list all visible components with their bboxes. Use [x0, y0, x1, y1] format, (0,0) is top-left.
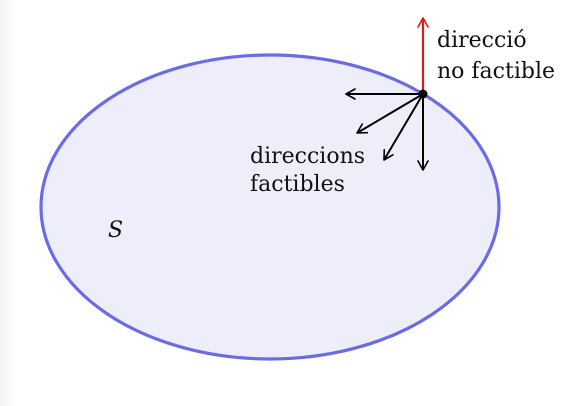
feasible-direction-arrow-down-left: [383, 93, 424, 161]
feasible-label-line1: direccions: [250, 144, 365, 169]
infeasible-label-line2: no factible: [437, 59, 555, 84]
feasible-direction-arrow-lower-left: [356, 93, 424, 134]
feasible-set-ellipse: [39, 53, 501, 361]
boundary-point: [418, 89, 428, 99]
infeasible-label-line1: direcció: [437, 28, 527, 53]
set-label: S: [108, 218, 123, 243]
feasible-label-line2: factibles: [250, 172, 345, 197]
